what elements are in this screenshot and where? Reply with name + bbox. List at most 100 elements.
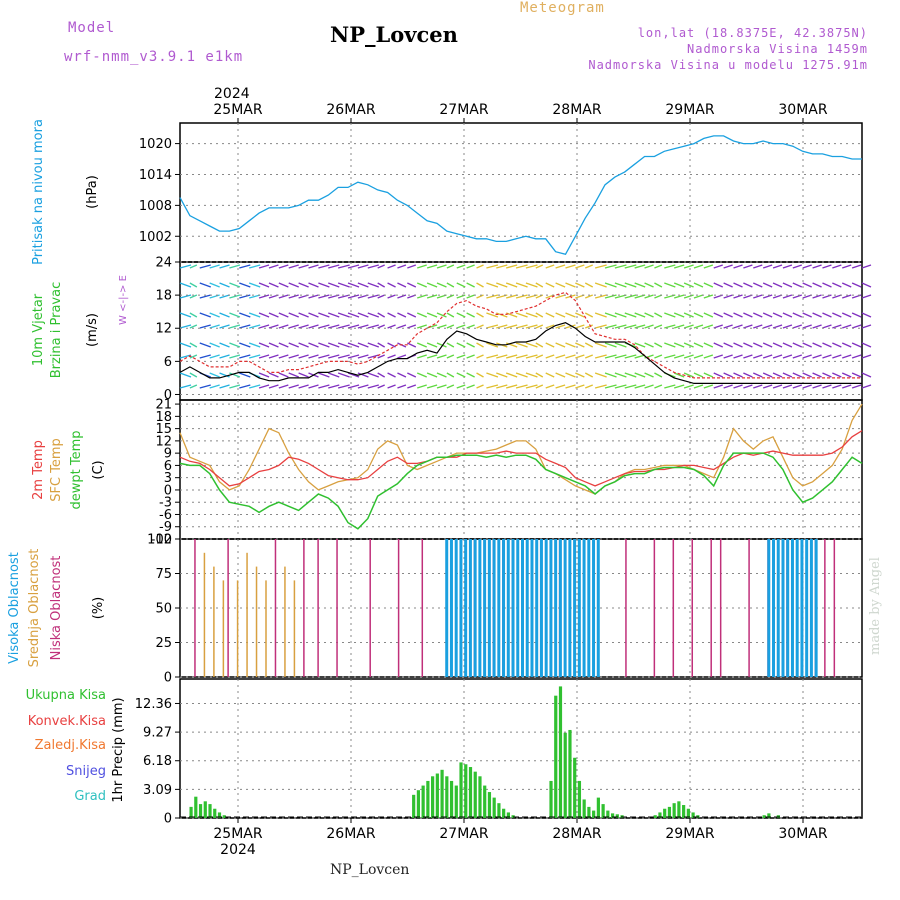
wind-barb [802, 312, 812, 318]
wind-barb [535, 324, 544, 329]
wind-barb [634, 342, 646, 348]
wind-barb [189, 384, 198, 389]
wind-barb [594, 282, 607, 288]
wind-barb [416, 372, 427, 378]
wind-barb [555, 312, 566, 318]
wind-barb [525, 384, 538, 389]
temp-y-tick-label: 6 [164, 459, 172, 474]
wind-barb [624, 354, 637, 359]
wind-barb [249, 264, 261, 269]
wind-barb [407, 264, 417, 269]
precip-bar [677, 801, 681, 818]
wind-barb [239, 324, 251, 329]
wind-barb [278, 324, 289, 329]
wind-barb [308, 324, 319, 329]
cloud-low-axis-title: Niska Oblacnost [49, 556, 64, 661]
wind-barb [743, 354, 753, 359]
wind-barb [555, 342, 566, 348]
wind-barb [555, 282, 566, 288]
wind-barb [199, 294, 211, 299]
wind-barb [752, 312, 763, 318]
wind-barb [209, 282, 220, 288]
wind-barb [654, 384, 663, 389]
wind-barb [861, 354, 872, 359]
wind-barb [861, 372, 872, 378]
wind-barb [525, 282, 538, 288]
wind-barb [357, 264, 369, 269]
wind-barb [357, 312, 369, 318]
wind-barb [703, 342, 714, 348]
wind-barb [802, 324, 812, 329]
wind-barb [476, 324, 484, 329]
wind-barb [407, 372, 417, 378]
wind-barb [229, 264, 241, 269]
precip-legend-item: Grad [74, 789, 106, 804]
cloud-bar-low [824, 539, 826, 677]
wind-barb [199, 264, 211, 269]
wind-barb [347, 354, 360, 359]
wind-barb [397, 312, 407, 318]
wind-barb [258, 294, 270, 299]
cloud-bar-high [478, 539, 482, 677]
wind-barb [318, 264, 330, 269]
meteogram-label: Meteogram [520, 0, 605, 16]
wind-barb [822, 282, 832, 288]
wind-barb [802, 384, 812, 389]
wind-barb [496, 264, 508, 269]
precip-bar [606, 810, 610, 818]
cloud-bar-high [530, 539, 534, 677]
wind-barb [268, 324, 279, 329]
wind-barb [683, 312, 694, 318]
wind-barb [772, 282, 783, 288]
wind-barb [515, 312, 528, 318]
precip-bar [198, 804, 203, 818]
wind-barb [239, 294, 251, 299]
wind-barb [575, 342, 585, 348]
wind-barb [466, 372, 475, 378]
wind-barb [644, 372, 654, 378]
wind-barb [387, 342, 396, 348]
credit-text: made by Angel [868, 557, 883, 655]
wind-barb [258, 282, 270, 288]
cloud-bar-low [336, 539, 338, 677]
precip-bar [601, 804, 605, 818]
wind-barb [832, 354, 842, 359]
wind-barb [614, 324, 627, 329]
precip-bar [682, 805, 686, 818]
wind-barb [792, 312, 803, 318]
precip-bar [464, 764, 468, 818]
wind-barb [782, 324, 793, 329]
cloud-bar-mid [222, 580, 225, 677]
cloud-bar-low [227, 539, 229, 677]
wind-barb [397, 372, 407, 378]
pressure-y-tick-label: 1014 [139, 168, 172, 183]
wind-barb [318, 324, 330, 329]
wind-barb [713, 324, 723, 329]
wind-barb [347, 372, 360, 378]
cloud-bar-high [464, 539, 468, 677]
wind-barb [505, 324, 518, 329]
wind-barb [387, 282, 396, 288]
wind-barb [584, 264, 594, 269]
pressure-y-tick-label: 1002 [139, 230, 172, 245]
wind-barb [179, 324, 192, 329]
wind-barb [673, 312, 685, 318]
cloud-bar-high [781, 539, 785, 677]
wind-barb [762, 372, 773, 378]
wind-barb [278, 282, 289, 288]
wind-axis-title-1: 10m Vjetar [31, 293, 46, 366]
wind-barb [179, 384, 192, 389]
wind-barb [476, 384, 484, 389]
cloud-bar-high [483, 539, 487, 677]
wind-barb [743, 264, 753, 269]
wind-barb [387, 294, 396, 299]
wind-barb [179, 342, 192, 348]
wind-barb [693, 312, 704, 318]
precip-y-tick-label: 12.36 [135, 697, 172, 712]
wind-barb [426, 342, 438, 348]
wind-barb [555, 384, 566, 389]
precip-bar [558, 686, 563, 818]
wind-barb [476, 264, 484, 269]
wind-barb [604, 312, 617, 318]
dewpt-line [179, 452, 863, 530]
